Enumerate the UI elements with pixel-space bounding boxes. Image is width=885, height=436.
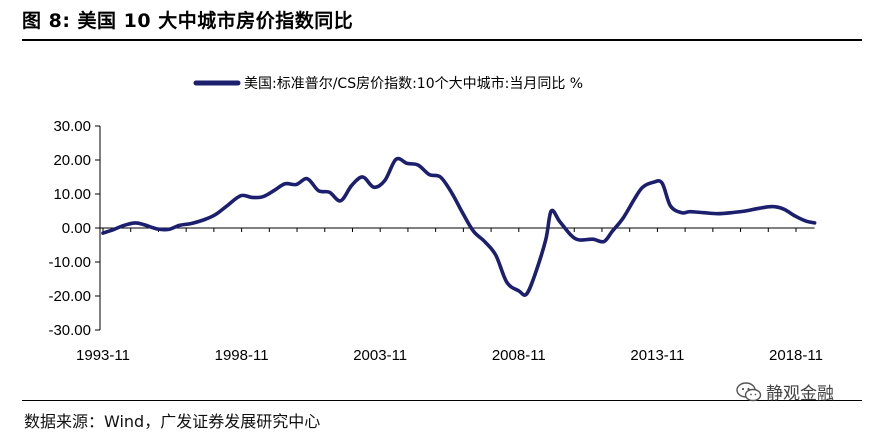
legend-label: 美国:标准普尔/CS房价指数:10个大中城市:当月同比 % — [244, 75, 583, 92]
x-tick-label: 2013-11 — [630, 347, 684, 364]
wechat-icon — [736, 381, 762, 401]
y-axis: 30.00 20.00 10.00 0.00 -10.00 -20.00 -30.00 — [48, 118, 101, 339]
x-axis: 1993-11 1998-11 2003-11 2008-11 2013-11 2018-… — [76, 227, 823, 364]
y-tick-label: -10.00 — [48, 254, 91, 271]
watermark: 静观金融 — [736, 379, 834, 404]
x-tick-label: 1993-11 — [76, 347, 130, 364]
y-tick-label: 30.00 — [53, 118, 91, 135]
footer-divider — [22, 400, 862, 401]
x-tick-label: 2018-11 — [769, 347, 823, 364]
chart-legend: 美国:标准普尔/CS房价指数:10个大中城市:当月同比 % — [193, 75, 583, 92]
y-tick-label: 20.00 — [53, 152, 91, 169]
figure-title: 图 8: 美国 10 大中城市房价指数同比 — [22, 10, 354, 32]
series-line — [101, 156, 817, 297]
y-tick-label: -20.00 — [48, 288, 91, 305]
x-tick-label: 2003-11 — [353, 347, 407, 364]
title-divider — [22, 39, 862, 41]
series-layer — [101, 156, 817, 297]
y-tick-label: -30.00 — [48, 322, 91, 339]
x-tick-label: 2008-11 — [492, 347, 546, 364]
y-tick-label: 10.00 — [53, 186, 91, 203]
source-note: 数据来源：Wind，广发证券发展研究中心 — [24, 412, 321, 431]
line-chart: 美国:标准普尔/CS房价指数:10个大中城市:当月同比 % 30.00 20.00… — [48, 75, 823, 364]
watermark-text: 静观金融 — [766, 384, 834, 404]
y-tick-label: 0.00 — [62, 220, 91, 237]
x-tick-label: 1998-11 — [215, 347, 269, 364]
